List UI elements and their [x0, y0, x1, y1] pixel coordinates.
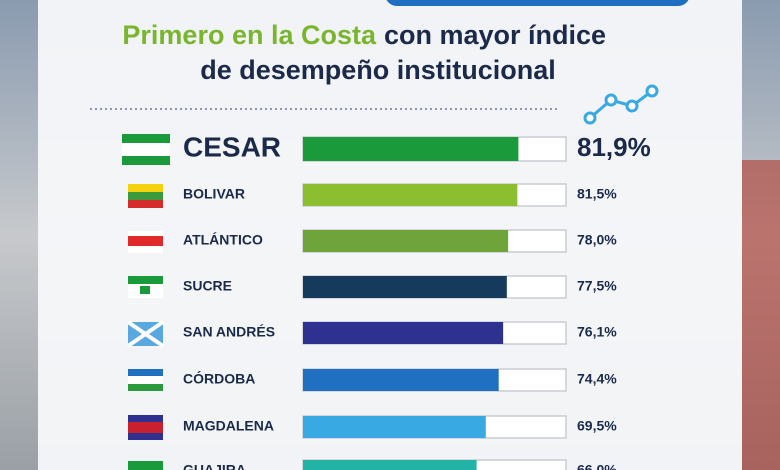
- category-label: BOLIVAR: [183, 186, 245, 202]
- title: con mayor índice: [384, 20, 606, 50]
- trend-icon: [583, 84, 659, 125]
- bar: [303, 369, 499, 391]
- flags: [122, 134, 170, 470]
- bar: [303, 276, 507, 298]
- category-label: CESAR: [183, 131, 281, 162]
- value-label: 66,0%: [577, 462, 617, 470]
- bar: [303, 230, 509, 252]
- bar: [303, 184, 518, 206]
- top-pill: [386, 0, 689, 6]
- bar: [303, 137, 519, 161]
- category-label: MAGDALENA: [183, 418, 274, 434]
- value-label: 81,9%: [577, 132, 651, 162]
- value-label: 69,5%: [577, 418, 617, 434]
- category-label: SAN ANDRÉS: [183, 324, 275, 340]
- category-label: SUCRE: [183, 278, 232, 294]
- title-highlight: Primero en la Costa: [122, 20, 377, 50]
- value-label: 81,5%: [577, 186, 617, 202]
- category-label: ATLÁNTICO: [183, 232, 263, 248]
- bar: [303, 460, 477, 470]
- value-label: 74,4%: [577, 371, 617, 387]
- value-label: 78,0%: [577, 232, 617, 248]
- bar: [303, 322, 504, 344]
- value-label: 77,5%: [577, 278, 617, 294]
- flag-decoration: [742, 160, 780, 470]
- title-line2: de desempeño institucional: [200, 55, 556, 85]
- category-label: GUAJIRA: [183, 462, 246, 470]
- category-label: CÓRDOBA: [183, 370, 255, 387]
- value-label: 76,1%: [577, 324, 617, 340]
- bar: [303, 416, 486, 438]
